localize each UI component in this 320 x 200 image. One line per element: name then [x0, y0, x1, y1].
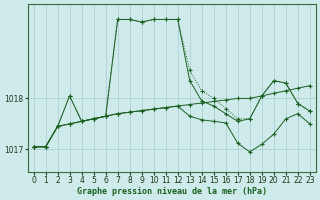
- X-axis label: Graphe pression niveau de la mer (hPa): Graphe pression niveau de la mer (hPa): [77, 187, 267, 196]
